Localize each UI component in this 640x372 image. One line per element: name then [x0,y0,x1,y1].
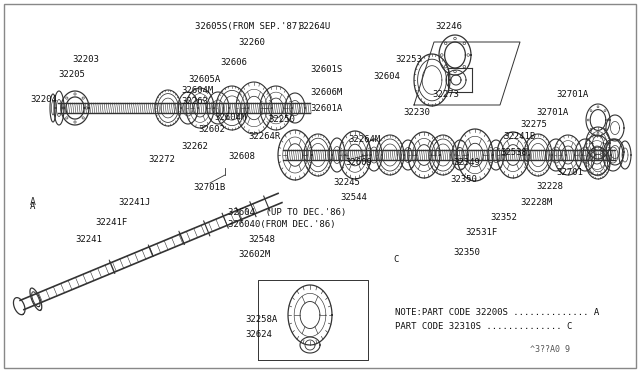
Text: 32205: 32205 [58,70,85,79]
Text: 32606M: 32606M [310,88,342,97]
Text: 32701B: 32701B [193,183,225,192]
Text: 32250: 32250 [268,115,295,124]
Text: 32230: 32230 [403,108,430,117]
Text: 32204: 32204 [30,95,57,104]
Text: 32531F: 32531F [465,228,497,237]
Text: 32275: 32275 [520,120,547,129]
Text: 32605S(FROM SEP.'87): 32605S(FROM SEP.'87) [195,22,303,31]
Text: 32241: 32241 [75,235,102,244]
Text: 32602: 32602 [198,125,225,134]
Text: 32608: 32608 [228,152,255,161]
Text: 32606: 32606 [220,58,247,67]
Text: NOTE:PART CODE 32200S .............. A: NOTE:PART CODE 32200S .............. A [395,308,599,317]
Text: 32352: 32352 [490,213,517,222]
Text: 32350: 32350 [453,248,480,257]
Text: 32203: 32203 [72,55,99,64]
Text: 32264U: 32264U [298,22,330,31]
Text: 32609: 32609 [345,158,372,167]
Text: 32272: 32272 [148,155,175,164]
Text: 32602M: 32602M [238,250,270,259]
Text: 32350: 32350 [450,175,477,184]
Text: 32241J: 32241J [118,198,150,207]
Text: 32548: 32548 [248,235,275,244]
Text: 32253: 32253 [395,55,422,64]
Text: 32605A: 32605A [188,75,220,84]
Text: C: C [393,255,398,264]
Text: 32241F: 32241F [95,218,127,227]
Text: A: A [30,202,35,211]
Text: 32604: 32604 [373,72,400,81]
Text: 32246: 32246 [435,22,462,31]
Text: A: A [30,197,36,207]
Text: 32604  (UP TO DEC.'86): 32604 (UP TO DEC.'86) [228,208,346,217]
Text: 32601S: 32601S [310,65,342,74]
Text: 32245: 32245 [333,178,360,187]
Text: 32544: 32544 [340,193,367,202]
Text: PART CODE 32310S .............. C: PART CODE 32310S .............. C [395,322,572,331]
Text: 326040(FROM DEC.'86): 326040(FROM DEC.'86) [228,220,335,229]
Text: 32701A: 32701A [556,90,588,99]
Text: 32264R: 32264R [248,132,280,141]
Text: 32604M: 32604M [214,113,246,122]
Text: 32260: 32260 [238,38,265,47]
Text: 32624: 32624 [245,330,272,339]
Text: 32601A: 32601A [310,104,342,113]
Text: 32701A: 32701A [536,108,568,117]
Text: 32258A: 32258A [245,315,277,324]
Text: 32604M: 32604M [181,86,213,95]
Text: 32701: 32701 [556,168,583,177]
Text: 32228M: 32228M [520,198,552,207]
Text: 32264M: 32264M [348,135,380,144]
Text: 32538: 32538 [500,148,527,157]
Text: 32349: 32349 [453,158,480,167]
Text: 32263: 32263 [181,97,208,106]
Text: ^3??A0 9: ^3??A0 9 [530,345,570,354]
Text: 32273: 32273 [432,90,459,99]
Text: 32241B: 32241B [503,132,535,141]
Text: 32262: 32262 [181,142,208,151]
Text: 32228: 32228 [536,182,563,191]
